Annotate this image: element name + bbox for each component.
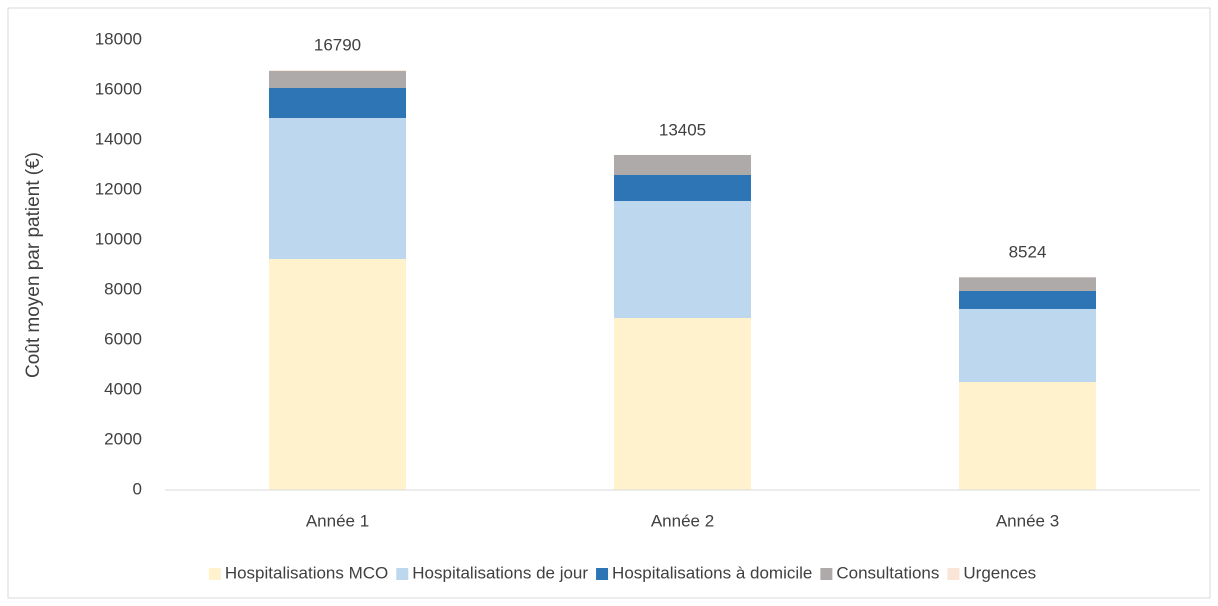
legend-swatch [947,568,960,580]
bar-segment [269,71,406,88]
x-tick-label: Année 2 [651,511,714,530]
y-tick-label: 12000 [95,179,142,198]
bar-segment [269,259,406,490]
legend-item: Hospitalisations à domicile [596,563,812,582]
legend-label: Urgences [963,563,1036,582]
bar-segment [614,201,751,318]
y-tick-label: 14000 [95,129,142,148]
bar-segment [959,382,1096,490]
bar-segment [269,70,406,71]
total-label: 13405 [659,120,706,139]
legend-label: Hospitalisations de jour [412,563,588,582]
legend-item: Urgences [947,563,1036,582]
bar-segment [269,118,406,259]
y-tick-label: 18000 [95,29,142,48]
y-tick-label: 0 [133,479,142,498]
legend-swatch [596,568,609,580]
bar-segment [959,277,1096,291]
legend-label: Hospitalisations MCO [225,563,388,582]
y-tick-label: 4000 [104,379,142,398]
bar-segment [959,309,1096,382]
y-axis-title: Coût moyen par patient (€) [23,152,44,378]
bar-segment [614,175,751,201]
bar-segment [614,318,751,490]
legend-label: Hospitalisations à domicile [612,563,812,582]
legend-label: Consultations [836,563,939,582]
bar-segment [614,155,751,175]
bar-segment [959,291,1096,309]
x-tick-label: Année 1 [306,511,369,530]
total-label: 8524 [1009,242,1047,261]
bar-segment [269,88,406,118]
y-tick-label: 8000 [104,279,142,298]
legend-swatch [396,568,409,580]
legend-item: Hospitalisations de jour [396,563,588,582]
legend-item: Hospitalisations MCO [208,563,388,582]
total-label: 16790 [314,36,361,55]
y-tick-label: 6000 [104,329,142,348]
legend-item: Consultations [820,563,939,582]
x-tick-label: Année 3 [996,511,1059,530]
y-tick-label: 16000 [95,79,142,98]
legend-swatch [820,568,833,580]
legend-swatch [208,568,221,580]
y-tick-label: 10000 [95,229,142,248]
y-tick-label: 2000 [104,429,142,448]
